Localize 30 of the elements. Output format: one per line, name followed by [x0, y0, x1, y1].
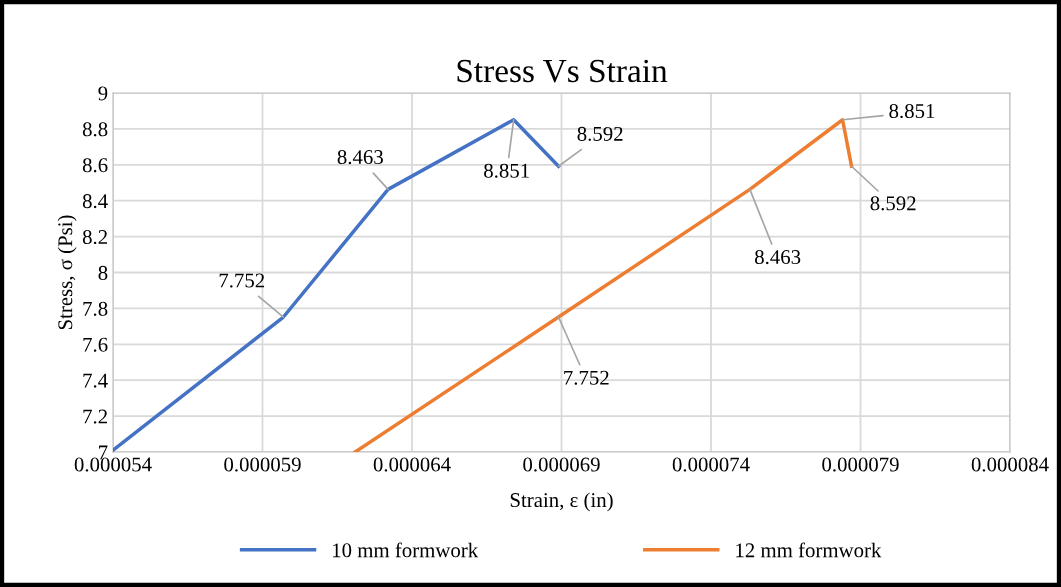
- y-tick-label: 7.2: [83, 409, 107, 424]
- data-label: 8.851: [484, 163, 529, 178]
- legend-label: 12 mm formwork: [736, 542, 882, 558]
- chart-title: Stress Vs Strain: [457, 59, 668, 83]
- x-tick-label: 0.000069: [523, 457, 600, 472]
- line-series: [113, 118, 561, 452]
- x-tick-label: 0.000059: [224, 457, 301, 472]
- data-label: 7.752: [564, 370, 609, 385]
- x-tick-label: 0.000074: [672, 457, 750, 472]
- data-label: 8.463: [337, 149, 383, 165]
- data-label: 8.851: [889, 103, 935, 119]
- y-tick-label: 8.2: [82, 229, 107, 245]
- y-tick-label: 8.8: [82, 122, 108, 137]
- y-tick-label: 7.8: [83, 301, 108, 316]
- y-tick-label: 7.6: [83, 337, 108, 352]
- x-tick-label: 0.000064: [373, 457, 451, 472]
- y-tick-label: 8.4: [82, 194, 108, 209]
- y-tick-label: 7.4: [83, 373, 108, 388]
- y-tick-label: 9: [98, 86, 108, 101]
- x-tick-label: 0.000079: [822, 457, 899, 472]
- y-axis-title: Stress, σ (Psi): [57, 215, 77, 330]
- data-label: 8.463: [755, 249, 801, 265]
- y-tick-label: 8: [98, 265, 108, 280]
- legend-label: 10 mm formwork: [333, 542, 479, 558]
- x-tick-label: 0.000084: [971, 457, 1049, 472]
- y-tick-label: 8.6: [82, 158, 108, 173]
- data-label: 8.592: [577, 126, 623, 141]
- data-label: 8.592: [870, 196, 916, 211]
- x-axis-title: Strain, ε (in): [510, 492, 613, 512]
- data-label: 7.752: [219, 273, 265, 288]
